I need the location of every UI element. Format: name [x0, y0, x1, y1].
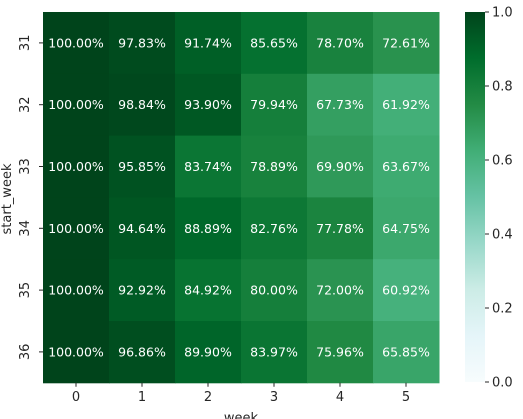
x-tick-label: 0 — [72, 390, 80, 405]
heatmap-cell-label: 80.00% — [250, 283, 298, 298]
heatmap-cell-label: 82.76% — [250, 221, 298, 236]
heatmap-cell-label: 97.83% — [118, 35, 166, 50]
heatmap-cell-labels: 100.00% 97.83% 91.74% 85.65% 78.70% 72.61% 100… — [48, 35, 430, 359]
heatmap-cell-label: 84.92% — [184, 283, 232, 298]
y-axis-label: start_week — [0, 163, 15, 234]
heatmap-cell — [307, 321, 374, 384]
heatmap-cell — [373, 259, 440, 322]
x-axis-ticks: 0 1 2 3 4 5 — [72, 382, 410, 405]
heatmap-cell — [43, 259, 110, 322]
y-tick-label: 35 — [18, 282, 33, 299]
heatmap-cell — [43, 321, 110, 384]
heatmap-cell — [109, 197, 176, 260]
heatmap-cell — [43, 73, 110, 137]
heatmap-cell-label: 93.90% — [184, 97, 232, 112]
heatmap-cell — [43, 12, 110, 75]
y-tick-label: 33 — [18, 158, 33, 175]
x-tick-label: 5 — [402, 390, 410, 405]
y-axis-ticks: 31 32 33 34 35 36 — [18, 35, 43, 361]
heatmap-cell — [373, 321, 440, 384]
heatmap-cell-label: 100.00% — [48, 97, 104, 112]
heatmap-cell — [43, 135, 110, 198]
heatmap-cell-label: 64.75% — [382, 221, 430, 236]
heatmap-cell-label: 78.89% — [250, 159, 298, 174]
heatmap-cell-label: 100.00% — [48, 344, 104, 359]
colorbar-tick-label: 0.8 — [492, 80, 513, 95]
heatmap-cell-label: 67.73% — [316, 97, 364, 112]
colorbar-tick-label: 0.2 — [492, 302, 513, 317]
heatmap-cell — [109, 321, 176, 384]
heatmap-cell — [175, 135, 242, 198]
heatmap-cell — [175, 73, 242, 137]
heatmap-cell — [43, 197, 110, 260]
heatmap-cell-label: 75.96% — [316, 344, 364, 359]
heatmap-cell — [175, 12, 242, 75]
heatmap-cell-label: 85.65% — [250, 35, 298, 50]
heatmap-cell — [109, 135, 176, 198]
heatmap-cell-label: 83.74% — [184, 159, 232, 174]
heatmap-cell-label: 78.70% — [316, 35, 364, 50]
heatmap-cell-label: 100.00% — [48, 159, 104, 174]
heatmap-cell-label: 69.90% — [316, 159, 364, 174]
heatmap-cell — [241, 259, 308, 322]
heatmap-cell — [109, 12, 176, 75]
y-tick-label: 36 — [18, 344, 33, 361]
heatmap-cell-label: 91.74% — [184, 35, 232, 50]
heatmap-cell — [307, 259, 374, 322]
heatmap-cell — [373, 12, 440, 75]
heatmap-cell — [241, 197, 308, 260]
heatmap-cell — [241, 135, 308, 198]
heatmap-cell-label: 92.92% — [118, 283, 166, 298]
colorbar-ticks: 0.0 0.2 0.4 0.6 0.8 1.0 — [485, 6, 513, 391]
heatmap-cell — [175, 259, 242, 322]
heatmap-cell — [109, 73, 176, 137]
heatmap-cell-label: 98.84% — [118, 97, 166, 112]
heatmap-cell-label: 100.00% — [48, 221, 104, 236]
y-tick-label: 32 — [18, 96, 33, 113]
x-tick-label: 2 — [204, 390, 212, 405]
heatmap-cell-label: 65.85% — [382, 344, 430, 359]
heatmap-cell-label: 95.85% — [118, 159, 166, 174]
colorbar-tick-label: 0.6 — [492, 154, 513, 169]
heatmap-cell — [373, 197, 440, 260]
heatmap-cell-label: 94.64% — [118, 221, 166, 236]
heatmap-cell-label: 61.92% — [382, 97, 430, 112]
heatmap-cell — [175, 197, 242, 260]
heatmap-cell — [307, 197, 374, 260]
heatmap-cell — [109, 259, 176, 322]
heatmap-cell-label: 89.90% — [184, 344, 232, 359]
heatmap-cell-label: 60.92% — [382, 283, 430, 298]
y-tick-label: 31 — [18, 35, 33, 52]
heatmap-cell — [307, 135, 374, 198]
heatmap-cell-label: 100.00% — [48, 283, 104, 298]
heatmap-cell-label: 72.00% — [316, 283, 364, 298]
heatmap-cell-label: 88.89% — [184, 221, 232, 236]
colorbar-tick-label: 0.4 — [492, 228, 513, 243]
x-tick-label: 1 — [138, 390, 146, 405]
heatmap-cell — [241, 12, 308, 75]
colorbar-tick-label: 0.0 — [492, 376, 513, 391]
heatmap-cell — [373, 73, 440, 137]
heatmap-cell — [307, 12, 374, 75]
x-axis-label: week — [224, 411, 259, 419]
heatmap-cell-label: 96.86% — [118, 344, 166, 359]
heatmap-cell — [307, 73, 374, 137]
colorbar-tick-label: 1.0 — [492, 6, 513, 21]
heatmap-cell-label: 72.61% — [382, 35, 430, 50]
heatmap-cell-label: 79.94% — [250, 97, 298, 112]
colorbar — [465, 12, 485, 382]
heatmap-cell-label: 83.97% — [250, 344, 298, 359]
heatmap-cell-label: 63.67% — [382, 159, 430, 174]
y-tick-label: 34 — [18, 220, 33, 237]
heatmap-cell — [175, 321, 242, 384]
heatmap-cell — [373, 135, 440, 198]
heatmap-cell — [241, 321, 308, 384]
x-tick-label: 4 — [336, 390, 344, 405]
heatmap-cell — [241, 73, 308, 137]
heatmap-cell-label: 77.78% — [316, 221, 364, 236]
x-tick-label: 3 — [270, 390, 278, 405]
heatmap-cell-label: 100.00% — [48, 35, 104, 50]
heatmap-cells — [43, 12, 440, 384]
